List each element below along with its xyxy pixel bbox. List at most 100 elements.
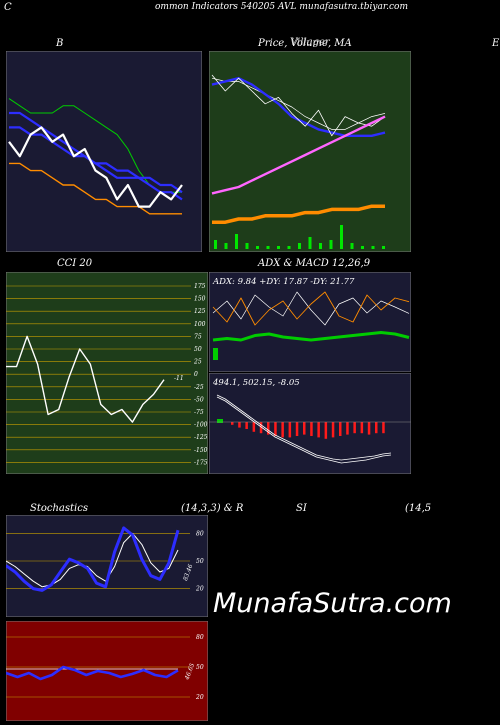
stoch-k-line: [6, 526, 180, 592]
cci-tick-label: -25: [194, 384, 204, 391]
volume-bar: [256, 246, 259, 249]
header-left-mark: C: [4, 2, 12, 13]
macd-hist-bar: [303, 422, 306, 435]
adx-title: ADX & MACD 12,26,9: [258, 258, 371, 269]
ma-line-pink: [211, 115, 386, 195]
macd-hist-bar: [238, 422, 241, 428]
cci-tick-label: 25: [193, 359, 202, 366]
cci-title: CCI 20: [57, 258, 93, 269]
macd-hist-bar: [339, 422, 342, 436]
volume-bar: [298, 243, 301, 249]
cci-tick-label: 50: [194, 346, 202, 353]
cci-tick-label: 100: [194, 321, 206, 328]
stoch-tick-label: 20: [195, 586, 204, 593]
macd-hist-bar: [245, 422, 248, 429]
lower-band-line: [9, 162, 182, 215]
stoch-d-line: [6, 532, 179, 588]
macd-pos-bar: [217, 419, 223, 423]
volume-bar: [382, 246, 385, 249]
rsi-title: SI: [296, 503, 307, 514]
macd-hist-bar: [324, 422, 328, 439]
volume-bar: [308, 237, 312, 249]
macd-hist-bar: [259, 422, 263, 434]
cci-tick-label: -100: [194, 422, 208, 429]
volume-bar: [214, 240, 217, 249]
rsi-params: (14,5: [405, 503, 432, 514]
cci-tick-label: -175: [194, 459, 208, 466]
macd-hist-bar: [375, 422, 378, 434]
adx-chart: ADX: 9.84 +DY: 17.87 -DY: 21.77: [209, 272, 411, 372]
price-line: [8, 126, 183, 208]
volume-bar: [329, 240, 333, 249]
macd-hist-bar: [295, 422, 299, 436]
volume-bar: [371, 246, 375, 249]
cci-tick-label: -75: [194, 409, 204, 416]
macd-hist-bar: [310, 422, 313, 436]
close-line: [211, 74, 386, 137]
macd-hist-bar: [317, 422, 320, 438]
volume-bar: [340, 225, 343, 249]
price-ma-overlay-title: Villager: [290, 37, 330, 48]
macd-hist-bar: [382, 422, 385, 434]
rsi-tick-label: 80: [196, 634, 204, 641]
volume-bar: [245, 243, 249, 249]
volume-bar: [235, 234, 238, 249]
cci-tick-label: -150: [194, 447, 208, 454]
edge-mark: E: [492, 38, 500, 49]
ma-line-orange: [212, 204, 385, 224]
cci-tick-label: -50: [194, 396, 204, 403]
page-title: ommon Indicators 540205 AVL munafasutra.…: [155, 2, 409, 12]
macd-line: [216, 394, 392, 461]
signal-line: [216, 396, 392, 464]
bollinger-chart: [6, 51, 202, 252]
rsi-tick-label: 20: [195, 694, 204, 701]
volume-bar: [277, 246, 280, 249]
macd-hist-bar: [252, 422, 256, 432]
macd-hist-bar: [346, 422, 349, 435]
macd-hist-bar: [331, 422, 335, 438]
volume-bar: [350, 243, 354, 249]
cci-tick-label: 75: [194, 333, 202, 340]
minus-di-line: [212, 291, 410, 326]
volume-bar: [361, 246, 364, 249]
volume-bar: [266, 246, 270, 249]
watermark: MunafaSutra.com: [213, 588, 452, 619]
price-ma-chart: [209, 51, 411, 252]
stoch-tick-label: 80: [196, 530, 204, 537]
cci-chart: 175 150 125 100 75 50 25 0 -25 -50 -75 -100 -125 -150…: [6, 272, 208, 474]
macd-hist-bar: [360, 422, 364, 434]
adx-line: [212, 331, 410, 342]
cci-current-label: -11: [174, 375, 184, 382]
cci-tick-label: 125: [194, 308, 206, 315]
cci-tick-label: -125: [194, 434, 208, 441]
macd-hist-bar: [367, 422, 371, 435]
macd-readout: 494.1, 502.15, -8.05: [212, 378, 300, 388]
mid-band-line-2: [9, 126, 183, 194]
volume-bar: [319, 243, 322, 249]
stoch-title: Stochastics: [30, 503, 88, 514]
bollinger-title: B: [56, 38, 64, 49]
macd-chart: 494.1, 502.15, -8.05: [209, 373, 411, 474]
cci-tick-label: 0: [194, 371, 198, 378]
price-ma-title: Price, Volume, MA: [258, 38, 352, 49]
cci-line: [6, 335, 165, 423]
macd-hist-bar: [267, 422, 270, 435]
rsi-line: [6, 665, 179, 681]
volume-bar: [224, 243, 228, 249]
macd-hist-bar: [274, 422, 277, 436]
macd-hist-bar: [231, 422, 234, 425]
ma-line-1: [211, 77, 386, 130]
macd-hist-bar: [288, 422, 292, 438]
stoch-tick-label: 50: [196, 558, 204, 565]
macd-hist-bar: [281, 422, 284, 438]
rsi-tick-label: 50: [196, 664, 204, 671]
adx-green-bar: [213, 348, 218, 360]
adx-readout: ADX: 9.84 +DY: 17.87 -DY: 21.77: [212, 277, 355, 287]
cci-tick-label: 150: [194, 296, 206, 303]
stoch-params: (14,3,3) & R: [181, 503, 244, 514]
macd-hist-bar: [353, 422, 356, 434]
volume-bar: [287, 246, 291, 249]
cci-tick-label: 175: [194, 283, 206, 290]
